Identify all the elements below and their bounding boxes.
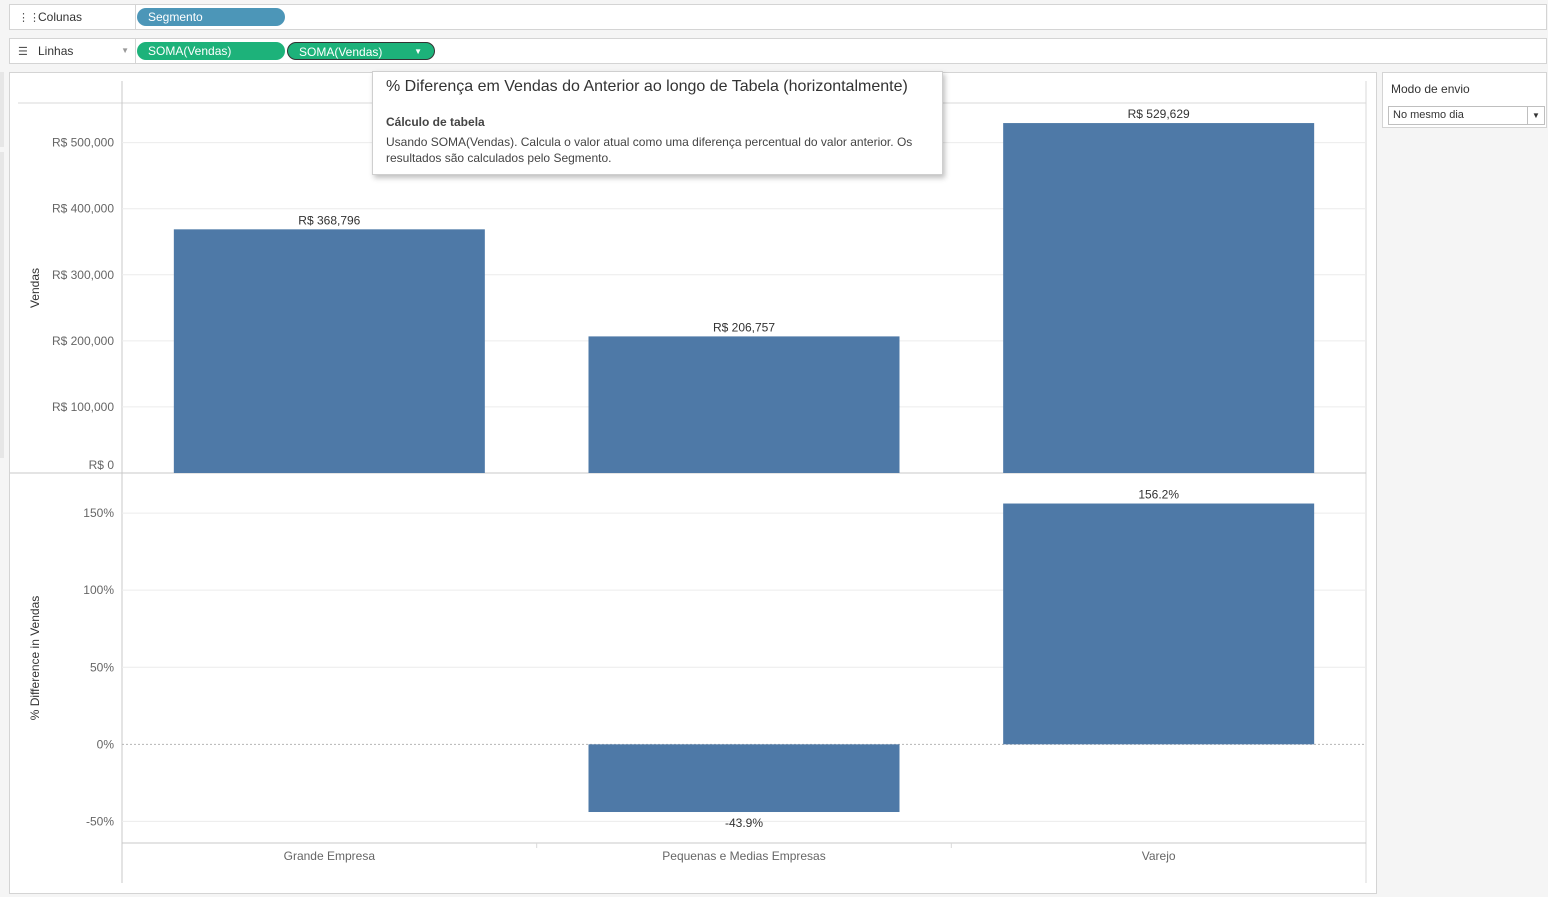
data-label: -43.9% (725, 816, 763, 830)
segmento-pill[interactable]: Segmento (137, 8, 285, 26)
y-tick-label: 150% (83, 506, 114, 520)
left-panel-edge (0, 72, 4, 147)
y-tick-label: R$ 400,000 (52, 202, 114, 216)
y-axis-title: Vendas (28, 268, 42, 308)
columns-icon: ⋮⋮ (18, 12, 40, 24)
filter-title: Modo de envio (1391, 82, 1470, 96)
bar-pequenas-e-medias-empresas[interactable] (588, 744, 900, 813)
shipping-mode-filter: Modo de envio No mesmo dia ▼ (1382, 72, 1547, 128)
y-tick-label: -50% (86, 814, 114, 828)
data-label: R$ 368,796 (298, 213, 360, 227)
soma-vendas-pill-2[interactable]: SOMA(Vendas) ▼ (287, 42, 435, 60)
tooltip-title: % Diferença em Vendas do Anterior ao lon… (386, 78, 908, 95)
y-tick-label: R$ 100,000 (52, 400, 114, 414)
y-tick-label: 50% (90, 660, 114, 674)
chevron-down-icon[interactable]: ▼ (121, 46, 129, 55)
y-axis-title: % Difference in Vendas (28, 596, 42, 721)
chevron-down-icon[interactable]: ▼ (1527, 107, 1544, 124)
y-tick-label: R$ 200,000 (52, 334, 114, 348)
y-tick-label: R$ 0 (89, 458, 115, 472)
shipping-mode-select[interactable]: No mesmo dia ▼ (1388, 106, 1545, 125)
columns-shelf[interactable]: ⋮⋮Colunas Segmento (9, 4, 1547, 30)
filter-selected-value: No mesmo dia (1393, 109, 1464, 121)
tooltip-heading: Cálculo de tabela (386, 115, 485, 129)
chart-view[interactable]: R$ 0 R$ 100,000 R$ 200,000 R$ 300,000 R$ 400… (9, 72, 1377, 894)
x-category-label: Pequenas e Medias Empresas (662, 849, 825, 863)
y-tick-label: 0% (97, 737, 115, 751)
chart-canvas[interactable]: R$ 0 R$ 100,000 R$ 200,000 R$ 300,000 R$ 400… (10, 73, 1376, 893)
y-tick-label: R$ 300,000 (52, 268, 114, 282)
bar-pequenas-e-medias-empresas[interactable] (588, 336, 900, 473)
x-category-label: Varejo (1142, 849, 1176, 863)
bar-varejo[interactable] (1003, 123, 1315, 473)
data-label: R$ 206,757 (713, 320, 775, 334)
columns-shelf-label: ⋮⋮Colunas (10, 5, 136, 29)
y-tick-label: R$ 500,000 (52, 136, 114, 150)
bar-varejo[interactable] (1003, 503, 1315, 745)
rows-icon: ☰ (18, 46, 28, 58)
pill-dropdown-icon[interactable]: ▼ (414, 47, 422, 56)
tooltip-body: Usando SOMA(Vendas). Calcula o valor atu… (386, 135, 913, 165)
data-label: 156.2% (1138, 488, 1179, 502)
data-label: R$ 529,629 (1128, 107, 1190, 121)
rows-shelf[interactable]: ☰ Linhas ▼ SOMA(Vendas) SOMA(Vendas) ▼ (9, 38, 1547, 64)
table-calc-tooltip: % Diferença em Vendas do Anterior ao lon… (372, 71, 943, 175)
rows-shelf-label: ☰ Linhas ▼ (10, 39, 136, 63)
bar-grande-empresa[interactable] (173, 229, 485, 473)
y-tick-label: 100% (83, 583, 114, 597)
left-panel-edge-2 (0, 152, 4, 458)
soma-vendas-pill-1[interactable]: SOMA(Vendas) (137, 42, 285, 60)
x-category-label: Grande Empresa (284, 849, 376, 863)
